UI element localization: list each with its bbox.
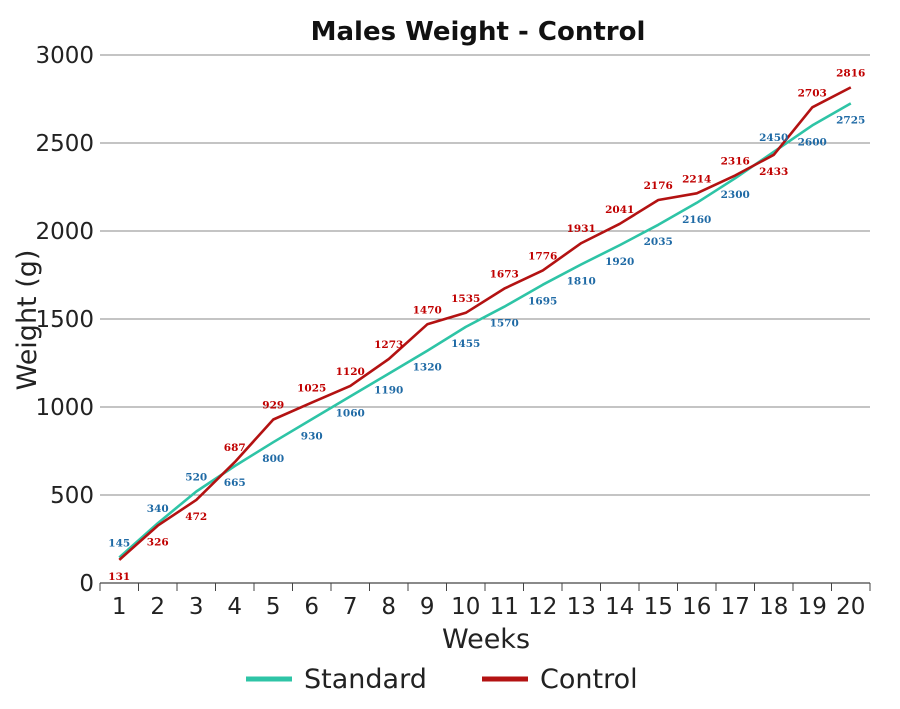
data-label-standard: 2035	[644, 236, 673, 248]
data-label-standard: 2600	[798, 136, 827, 148]
x-tick-label: 14	[605, 594, 634, 620]
data-label-standard: 1810	[567, 275, 596, 287]
x-tick-label: 7	[343, 594, 358, 620]
data-label-control: 1673	[490, 269, 519, 281]
data-label-control: 2214	[682, 173, 711, 185]
data-label-standard: 340	[147, 503, 169, 515]
chart-title: Males Weight - Control	[311, 17, 646, 47]
data-label-standard: 1695	[528, 296, 557, 308]
data-label-standard: 800	[262, 453, 284, 465]
y-tick-label: 2000	[35, 219, 94, 245]
y-tick-label: 2500	[35, 131, 94, 157]
data-label-control: 2703	[798, 87, 827, 99]
y-tick-label: 0	[79, 571, 94, 597]
data-label-control: 472	[185, 511, 207, 523]
y-tick-label: 1500	[35, 307, 94, 333]
data-label-control: 1120	[336, 366, 365, 378]
data-label-control: 1535	[451, 293, 480, 305]
legend-label-standard: Standard	[304, 664, 427, 695]
data-label-control: 1273	[374, 339, 403, 351]
data-label-standard: 2725	[836, 114, 865, 126]
data-label-control: 1025	[297, 383, 326, 395]
y-axis-ticks: 0 500 1000 1500 2000 2500 3000	[35, 43, 94, 597]
data-label-control: 1931	[567, 223, 596, 235]
data-label-standard: 520	[185, 471, 207, 483]
data-label-standard: 2160	[682, 214, 711, 226]
x-tick-label: 5	[266, 594, 281, 620]
y-tick-label: 1000	[35, 395, 94, 421]
x-tick-label: 6	[304, 594, 319, 620]
data-label-standard: 1570	[490, 318, 519, 330]
data-label-control: 2316	[721, 155, 750, 167]
x-axis-title: Weeks	[442, 624, 530, 655]
data-label-control: 687	[224, 442, 246, 454]
series-lines	[118, 86, 852, 561]
x-tick-label: 3	[189, 594, 204, 620]
data-label-standard: 145	[108, 537, 130, 549]
data-label-standard: 1455	[451, 338, 480, 350]
y-tick-label: 3000	[35, 43, 94, 69]
data-label-control: 326	[147, 537, 169, 549]
x-tick-label: 2	[150, 594, 165, 620]
data-label-control: 2433	[759, 166, 788, 178]
x-tick-label: 15	[644, 594, 673, 620]
data-label-standard: 2450	[759, 132, 788, 144]
x-tick-label: 9	[420, 594, 435, 620]
y-axis-title: Weight (g)	[12, 250, 43, 391]
series-line-control	[118, 86, 852, 561]
x-tick-label: 19	[798, 594, 827, 620]
data-label-standard: 665	[224, 477, 246, 489]
data-label-control: 929	[262, 399, 284, 411]
x-tick-label: 13	[567, 594, 596, 620]
x-tick-label: 12	[528, 594, 557, 620]
data-label-control: 2041	[605, 204, 634, 216]
x-tick-label: 18	[759, 594, 788, 620]
data-label-standard: 930	[301, 430, 323, 442]
data-label-control: 131	[108, 571, 130, 583]
data-label-standard: 1920	[605, 256, 634, 268]
x-axis: 1 2 3 4 5 6 7 8 9 10 11 12 13 14 15 16 17 18 19 20	[99, 582, 871, 620]
x-tick-label: 1	[112, 594, 127, 620]
data-label-control: 1470	[413, 304, 442, 316]
data-label-control: 1776	[528, 250, 557, 262]
x-tick-label: 11	[490, 594, 519, 620]
data-labels: 145 340 520 665 800 930 1060 1190 1320 1455 1570 16…	[108, 67, 865, 583]
data-label-control: 2816	[836, 67, 865, 79]
y-tick-label: 500	[50, 483, 94, 509]
data-label-standard: 1190	[374, 385, 403, 397]
series-line-standard	[118, 102, 852, 559]
x-tick-label: 16	[682, 594, 711, 620]
grid-lines	[100, 54, 870, 496]
x-tick-label: 8	[381, 594, 396, 620]
legend: Standard Control	[246, 664, 638, 695]
x-tick-label: 17	[721, 594, 750, 620]
data-label-standard: 2300	[721, 189, 750, 201]
legend-label-control: Control	[540, 664, 638, 695]
data-label-standard: 1320	[413, 362, 442, 374]
x-tick-label: 10	[451, 594, 480, 620]
x-tick-label: 4	[227, 594, 242, 620]
data-label-control: 2176	[644, 180, 673, 192]
x-tick-label: 20	[836, 594, 865, 620]
data-label-standard: 1060	[336, 407, 365, 419]
